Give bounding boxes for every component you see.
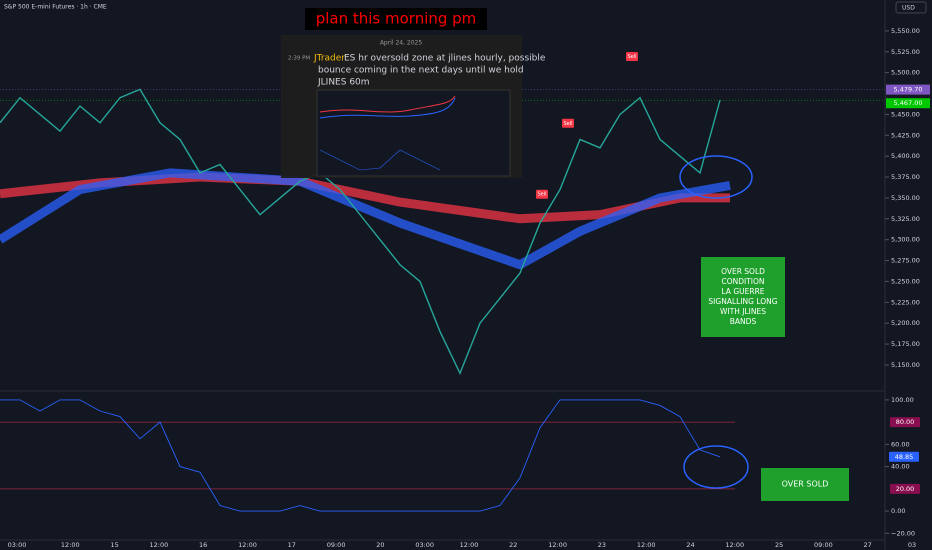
y-tick-label: −20.00 (891, 529, 915, 537)
y-tick-label: 5,325.00 (891, 215, 920, 223)
annotation-text: WITH JLINES (720, 307, 766, 316)
x-tick-label: 12:00 (460, 541, 479, 549)
y-tick-label: 60.00 (891, 440, 910, 448)
post-line: bounce coming in the next days until we … (318, 66, 524, 76)
thumb-osc (319, 149, 441, 171)
sell-label: Sell (627, 54, 636, 60)
post-line: JLINES 60m (317, 78, 370, 88)
thumb-line (319, 95, 456, 113)
post-card: April 24, 2025 2:39 PM JTrader ES hr ove… (281, 35, 546, 178)
last-price-bg (886, 84, 930, 95)
y-tick-label: 5,275.00 (891, 257, 920, 265)
x-tick-label: 15 (110, 541, 118, 549)
post-image (316, 89, 511, 177)
x-tick-label: 20 (376, 541, 384, 549)
y-tick-label: 5,225.00 (891, 298, 920, 306)
y-tick-label: 5,450.00 (891, 110, 920, 118)
annotation-box (761, 468, 849, 501)
y-tick-label: 0.00 (891, 507, 905, 515)
y-tick-label: 5,400.00 (891, 152, 920, 160)
sell-signal (626, 51, 638, 61)
level-label-bg (890, 483, 920, 494)
x-tick-label: 12:00 (61, 541, 80, 549)
x-tick-label: 03 (908, 541, 916, 549)
series-line (0, 88, 721, 376)
y-tick-label: 5,200.00 (891, 319, 920, 327)
last-value-bg (889, 451, 919, 462)
post-line: ES hr oversold zone at jlines hourly, po… (344, 54, 546, 64)
x-tick-label: 16 (199, 541, 207, 549)
level-label-bg (890, 417, 920, 428)
sell-label: Sell (563, 121, 572, 127)
x-tick-label: 03:00 (8, 541, 27, 549)
highlight-circle (679, 155, 753, 199)
y-tick-label: 5,350.00 (891, 194, 920, 202)
y-tick-label: 5,150.00 (891, 361, 920, 369)
last-price-label: 5,467.00 (894, 99, 923, 107)
highlight-circle (683, 445, 749, 489)
y-tick-label: 5,250.00 (891, 277, 920, 285)
annotation-box (701, 257, 785, 337)
annotation-text: LA GUERRE (721, 287, 764, 296)
currency: USD (902, 5, 915, 12)
x-tick-label: 27 (864, 541, 872, 549)
last-price-bg (886, 98, 930, 109)
x-tick-label: 09:00 (814, 541, 833, 549)
x-tick-label: 09:00 (327, 541, 346, 549)
y-tick-label: 100.00 (891, 396, 914, 404)
y-tick-label: 5,525.00 (891, 48, 920, 56)
x-tick-label: 23 (598, 541, 606, 549)
x-tick-label: 12:00 (238, 541, 257, 549)
y-tick-label: 5,500.00 (891, 69, 920, 77)
last-price-label: 5,479.70 (894, 86, 923, 94)
annotation-text: OVER SOLD (782, 480, 829, 489)
post-date: April 24, 2025 (380, 40, 423, 47)
x-tick-label: 12:00 (725, 541, 744, 549)
level-label: 20.00 (896, 485, 915, 493)
y-tick-label: 5,425.00 (891, 131, 920, 139)
post-author: JTrader (313, 54, 345, 64)
band (0, 168, 731, 270)
x-tick-label: 22 (509, 541, 517, 549)
annotation-text: OVER SOLD (721, 267, 765, 276)
x-tick-label: 12:00 (150, 541, 169, 549)
note-box (305, 8, 487, 30)
x-tick-label: 25 (775, 541, 783, 549)
x-tick-label: 12:00 (637, 541, 656, 549)
note-title: plan this morning pm (316, 10, 477, 28)
currency-box (895, 1, 927, 14)
symbol: S&P 500 E-mini Futures · 1h · CME (4, 4, 107, 11)
annotation-text: CONDITION (721, 277, 764, 286)
x-tick-label: 12:00 (548, 541, 567, 549)
y-tick-label: 5,300.00 (891, 236, 920, 244)
y-tick-label: 5,550.00 (891, 27, 920, 35)
thumb-line (319, 97, 456, 119)
x-tick-label: 24 (686, 541, 694, 549)
y-tick-label: 5,375.00 (891, 173, 920, 181)
y-tick-label: 40.00 (891, 463, 910, 471)
y-tick-label: 5,175.00 (891, 340, 920, 348)
x-tick-label: 17 (288, 541, 296, 549)
level-label: 80.00 (896, 418, 915, 426)
series-line (0, 399, 721, 512)
annotation-text: SIGNALLING LONG (708, 297, 777, 306)
plot-layer: 5,150.00 5,175.00 5,200.00 5,225.00 5,250.00… (0, 27, 930, 549)
sell-signal (536, 189, 548, 199)
last-value-label: 48.85 (895, 453, 914, 461)
sell-label: Sell (537, 192, 546, 198)
sell-signal (562, 118, 574, 128)
annotation-text: BANDS (730, 317, 757, 326)
post-time: 2:39 PM (288, 56, 310, 62)
x-tick-label: 03:00 (415, 541, 434, 549)
